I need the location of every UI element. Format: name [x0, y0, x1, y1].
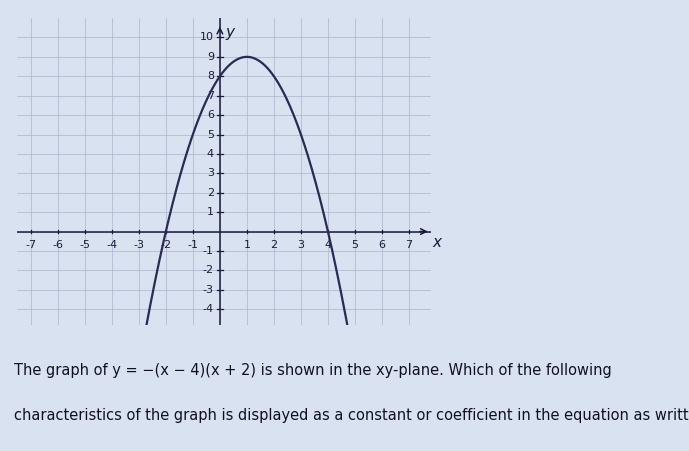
- Text: -4: -4: [203, 304, 214, 314]
- Text: 2: 2: [207, 188, 214, 198]
- Text: x: x: [432, 235, 441, 250]
- Text: -1: -1: [187, 240, 198, 250]
- Text: -5: -5: [79, 240, 90, 250]
- Text: 8: 8: [207, 71, 214, 81]
- Text: 4: 4: [207, 149, 214, 159]
- Text: y: y: [226, 25, 235, 40]
- Text: -4: -4: [106, 240, 117, 250]
- Text: 5: 5: [351, 240, 358, 250]
- Text: -2: -2: [203, 265, 214, 276]
- Text: -2: -2: [161, 240, 172, 250]
- Text: 7: 7: [405, 240, 413, 250]
- Text: -1: -1: [203, 246, 214, 256]
- Text: 1: 1: [207, 207, 214, 217]
- Text: 7: 7: [207, 91, 214, 101]
- Text: 3: 3: [298, 240, 305, 250]
- Text: 3: 3: [207, 168, 214, 178]
- Text: 1: 1: [243, 240, 250, 250]
- Text: 5: 5: [207, 129, 214, 139]
- Text: 9: 9: [207, 52, 214, 62]
- Text: -3: -3: [133, 240, 144, 250]
- Text: 10: 10: [200, 32, 214, 42]
- Text: 6: 6: [207, 110, 214, 120]
- Text: 2: 2: [270, 240, 278, 250]
- Text: 4: 4: [325, 240, 331, 250]
- Text: The graph of y = −(x − 4)(x + 2) is shown in the xy-plane. Which of the followin: The graph of y = −(x − 4)(x + 2) is show…: [14, 363, 612, 378]
- Text: 6: 6: [378, 240, 385, 250]
- Text: characteristics of the graph is displayed as a constant or coefficient in the eq: characteristics of the graph is displaye…: [14, 408, 689, 423]
- Text: -3: -3: [203, 285, 214, 295]
- Text: -6: -6: [52, 240, 63, 250]
- Text: -7: -7: [25, 240, 37, 250]
